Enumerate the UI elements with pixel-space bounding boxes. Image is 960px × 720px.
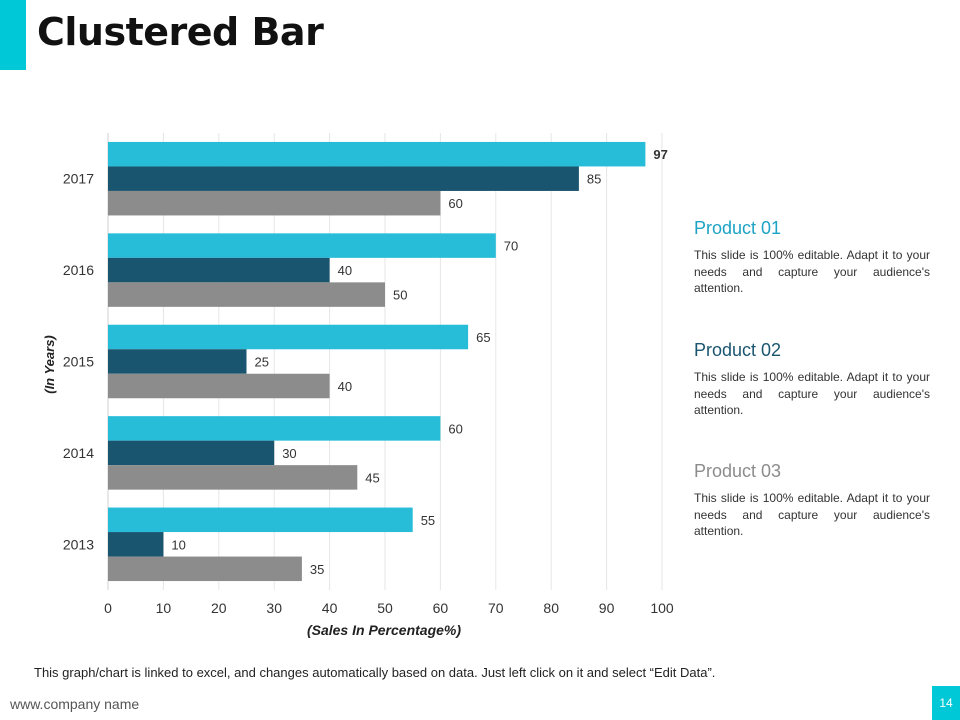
data-label-product-02-2015: 25 [255,355,269,370]
y-tick-label-2014: 2014 [63,445,94,461]
bar-product-01-2015 [108,324,469,350]
x-tick-label-40: 40 [322,600,338,616]
bar-product-03-2014 [108,465,358,490]
x-tick-label-0: 0 [104,600,112,616]
y-axis-title: (In Years) [42,335,57,394]
legend-product-01-desc: This slide is 100% editable. Adapt it to… [694,248,930,295]
data-label-product-02-2017: 85 [587,172,601,187]
chart-footnote: This graph/chart is linked to excel, and… [34,665,716,680]
bar-product-02-2017 [108,166,579,191]
bar-product-02-2013 [108,532,164,557]
bar-product-02-2015 [108,349,247,374]
bar-product-03-2015 [108,373,330,399]
bar-product-03-2016 [108,282,385,307]
data-label-product-03-2013: 35 [310,562,324,577]
y-tick-label-2016: 2016 [63,262,94,278]
data-label-product-03-2014: 45 [365,470,379,485]
x-tick-label-90: 90 [599,600,615,616]
data-label-product-03-2017: 60 [448,196,462,211]
legend-product-03-name: Product 03 [694,461,782,481]
legend-item-product-03: Product 03 This slide is 100% editable. … [694,461,930,540]
bar-product-02-2016 [108,257,330,283]
x-tick-label-10: 10 [156,600,172,616]
x-tick-label-80: 80 [543,600,559,616]
bar-product-03-2013 [108,556,302,582]
x-tick-label-100: 100 [650,600,674,616]
data-label-product-03-2015: 40 [338,379,352,394]
y-tick-label-2017: 2017 [63,171,94,187]
bar-product-01-2013 [108,507,413,533]
bar-product-01-2014 [108,416,441,441]
y-tick-label-2013: 2013 [63,536,94,552]
legend-product-03-desc: This slide is 100% editable. Adapt it to… [694,491,930,538]
bar-product-01-2017 [108,141,646,167]
bar-product-03-2017 [108,190,441,216]
title-accent-bar [0,0,26,70]
x-tick-label-30: 30 [266,600,282,616]
x-axis-title: (Sales In Percentage%) [307,622,461,638]
legend-item-product-02: Product 02 This slide is 100% editable. … [694,340,930,419]
website-url: www.company name [10,696,140,712]
legend-product-02-name: Product 02 [694,340,782,360]
bar-product-01-2016 [108,233,496,258]
page-number: 14 [932,686,960,720]
data-label-product-02-2016: 40 [338,263,352,278]
data-label-product-03-2016: 50 [393,288,407,303]
data-label-product-02-2014: 30 [282,446,296,461]
data-label-product-01-2014: 60 [448,421,462,436]
data-label-product-01-2017: 97 [653,147,667,162]
x-tick-label-60: 60 [433,600,449,616]
legend-product-02-desc: This slide is 100% editable. Adapt it to… [694,370,930,417]
x-tick-label-70: 70 [488,600,504,616]
page-title: Clustered Bar [37,10,324,54]
y-tick-label-2015: 2015 [63,354,94,370]
x-tick-label-50: 50 [377,600,393,616]
data-label-product-01-2015: 65 [476,330,490,345]
data-label-product-01-2013: 55 [421,513,435,528]
legend-item-product-01: Product 01 This slide is 100% editable. … [694,218,930,297]
legend-product-01-name: Product 01 [694,218,782,238]
data-label-product-01-2016: 70 [504,239,518,254]
bar-product-02-2014 [108,440,275,466]
data-label-product-02-2013: 10 [171,537,185,552]
x-tick-label-20: 20 [211,600,227,616]
